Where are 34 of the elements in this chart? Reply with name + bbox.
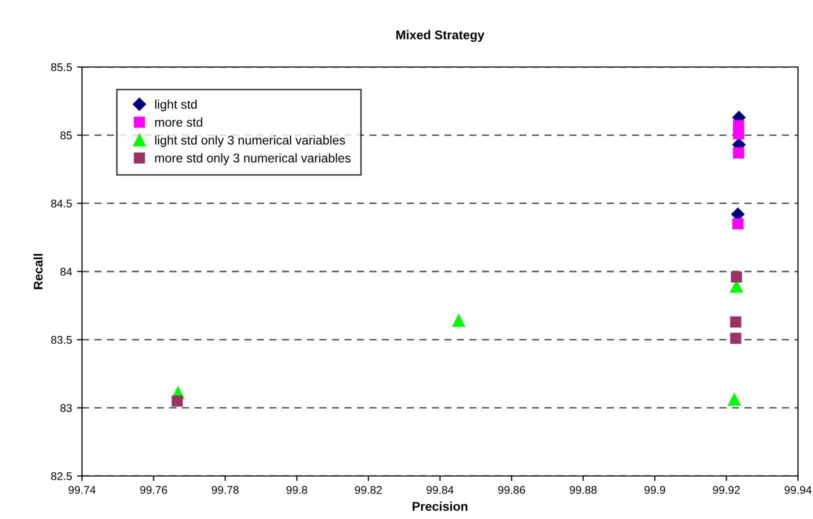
y-tick-label: 85.5 <box>51 63 72 72</box>
y-tick-label: 83.5 <box>51 336 72 344</box>
chart-title: Mixed Strategy <box>396 30 484 42</box>
x-axis-title: Precision <box>412 502 468 511</box>
point <box>733 147 744 158</box>
x-tick-label: 99.92 <box>713 486 740 494</box>
y-tick-label: 82.5 <box>51 472 72 480</box>
y-axis-title: Recall <box>33 254 43 290</box>
x-tick-label: 99.8 <box>286 486 308 494</box>
x-tick-label: 99.82 <box>355 486 382 494</box>
point <box>452 314 465 327</box>
x-tick-label: 99.76 <box>140 486 168 494</box>
x-tick-label: 99.74 <box>68 486 96 494</box>
point <box>732 218 744 230</box>
point <box>172 395 183 407</box>
y-tick-label: 84.5 <box>51 200 72 208</box>
x-tick-label: 99.88 <box>570 486 597 494</box>
legend-label: more std only 3 numerical variables <box>155 153 351 165</box>
y-tick-label: 85 <box>60 131 72 140</box>
legend-label: light std only 3 numerical variables <box>155 135 346 148</box>
x-tick-label: 99.78 <box>212 486 239 494</box>
legend-label: more std <box>155 118 202 127</box>
x-tick-label: 99.84 <box>426 486 454 494</box>
point <box>728 393 741 406</box>
point <box>730 271 742 283</box>
point <box>730 316 742 328</box>
point <box>730 332 742 344</box>
point <box>733 128 744 140</box>
x-tick-label: 99.94 <box>784 486 812 494</box>
x-tick-label: 99.9 <box>644 486 666 494</box>
y-tick-label: 84 <box>60 268 72 276</box>
x-tick-label: 99.86 <box>498 486 526 494</box>
legend-label: light std <box>155 100 197 112</box>
y-tick-label: 83 <box>60 404 72 412</box>
